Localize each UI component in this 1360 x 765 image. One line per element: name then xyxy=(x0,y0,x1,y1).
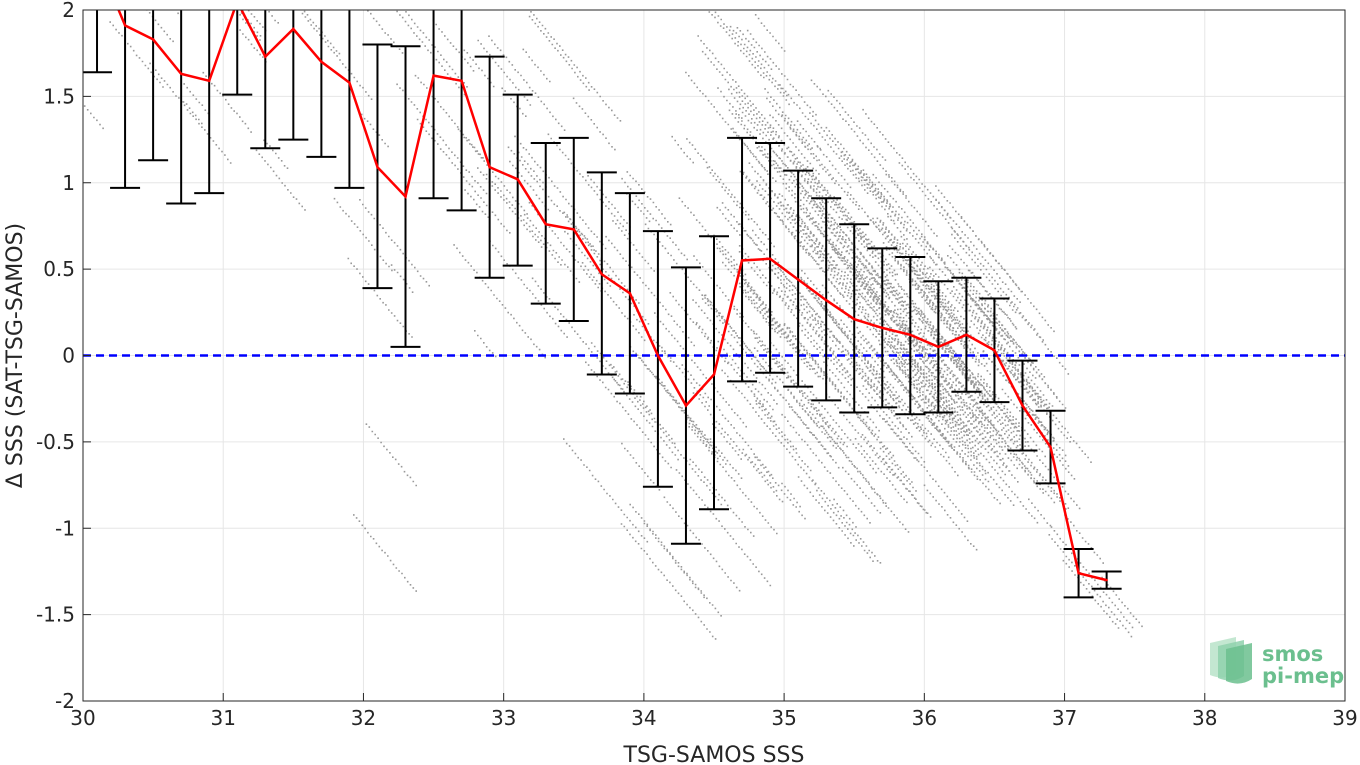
mean-point xyxy=(404,195,407,198)
smos-pimep-logo: smos pi-mep xyxy=(1210,637,1344,688)
y-tick-label: -0.5 xyxy=(36,430,75,454)
logo-text-smos: smos xyxy=(1262,642,1323,666)
scatter-points xyxy=(83,10,1143,640)
mean-point xyxy=(628,292,632,295)
mean-point xyxy=(376,166,379,169)
mean-point xyxy=(853,318,856,321)
x-tick-label: 33 xyxy=(491,706,516,730)
logo-mark-icon xyxy=(1210,637,1252,684)
x-tick-label: 37 xyxy=(1052,706,1077,730)
error-bar xyxy=(250,10,281,150)
mean-point xyxy=(348,81,351,84)
mean-point xyxy=(824,299,828,302)
mean-point xyxy=(264,55,267,58)
mean-point xyxy=(544,223,547,226)
mean-point xyxy=(656,354,660,357)
mean-point xyxy=(909,333,912,336)
x-tick-label: 34 xyxy=(631,706,656,730)
x-tick-label: 38 xyxy=(1192,706,1217,730)
mean-point xyxy=(179,72,183,76)
mean-line xyxy=(117,0,1108,582)
mean-point xyxy=(488,166,491,169)
mean-point xyxy=(236,0,238,2)
scatter-cloud xyxy=(83,10,1143,640)
mean-point xyxy=(937,345,940,349)
mean-point xyxy=(151,38,155,41)
mean-point xyxy=(432,74,435,77)
mean-point xyxy=(516,178,519,181)
error-bar xyxy=(334,10,365,189)
error-bar xyxy=(83,10,113,74)
x-tick-label: 31 xyxy=(210,706,235,730)
logo-text-pimep: pi-mep xyxy=(1262,664,1344,688)
x-tick-label: 30 xyxy=(70,706,95,730)
error-bar xyxy=(110,10,141,189)
mean-point xyxy=(208,79,211,83)
mean-point xyxy=(993,349,996,352)
axes: 30 31 32 33 34 35 36 37 38 39 2 1.5 1 0.5 0 -0.5 -1 -1.5 -… xyxy=(36,0,1358,730)
mean-point xyxy=(1021,404,1024,407)
y-tick-label: 2 xyxy=(62,0,75,22)
error-bar xyxy=(306,10,337,158)
error-bar xyxy=(418,10,449,200)
y-tick-label: -2 xyxy=(55,689,75,713)
mean-point xyxy=(460,79,463,83)
error-bar xyxy=(166,10,197,205)
error-bar xyxy=(446,10,477,212)
logo-wave-layer xyxy=(1226,643,1252,684)
mean-point xyxy=(1049,445,1052,449)
x-axis-title: TSG-SAMOS SSS xyxy=(623,743,805,765)
x-tick-label: 32 xyxy=(351,706,376,730)
y-tick-label: 1 xyxy=(62,171,75,195)
mean-point xyxy=(768,257,772,260)
error-bars xyxy=(83,10,1122,599)
mean-point xyxy=(796,278,800,281)
x-tick-label: 35 xyxy=(771,706,796,730)
mean-point xyxy=(965,333,968,336)
mean-point xyxy=(123,24,127,27)
y-tick-label: -1.5 xyxy=(36,603,75,627)
mean-point xyxy=(712,373,716,376)
error-bar xyxy=(278,10,309,141)
error-bar xyxy=(194,10,225,195)
error-bar xyxy=(138,10,169,162)
x-tick-label: 36 xyxy=(912,706,937,730)
y-tick-label: 0 xyxy=(62,344,75,368)
y-tick-label: 0.5 xyxy=(43,257,75,281)
mean-point xyxy=(572,228,575,231)
mean-point xyxy=(1105,578,1108,582)
y-axis-title: Δ SSS (SAT-TSG-SAMOS) xyxy=(3,223,28,488)
y-tick-label: -1 xyxy=(55,516,75,540)
mean-point xyxy=(292,27,295,31)
error-bar xyxy=(642,230,673,488)
mean-point xyxy=(740,259,744,262)
x-tick-label: 39 xyxy=(1332,706,1357,730)
mean-point xyxy=(1077,571,1080,575)
mean-point xyxy=(684,404,688,407)
error-bar xyxy=(222,10,253,96)
mean-point xyxy=(320,60,323,64)
mean-point xyxy=(881,326,884,330)
y-tick-label: 1.5 xyxy=(43,84,75,108)
mean-point xyxy=(600,273,604,276)
